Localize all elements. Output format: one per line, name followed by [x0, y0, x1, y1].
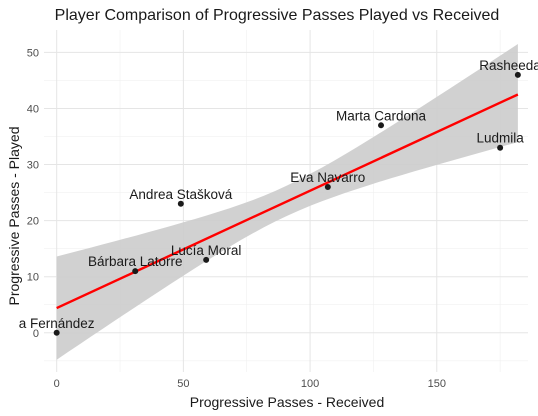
x-axis-title: Progressive Passes - Received	[190, 394, 385, 410]
x-axis-ticks: 0 50 100 150	[54, 378, 446, 390]
data-point	[324, 183, 331, 190]
data-point	[132, 268, 139, 275]
y-tick-label: 20	[27, 216, 39, 228]
data-point	[177, 200, 184, 207]
point-label: Marta Cardona	[336, 108, 427, 123]
point-label: Lucía Moral	[171, 243, 242, 258]
trend-line	[56, 93, 519, 310]
data-point	[497, 144, 504, 151]
y-tick-label: 40	[27, 103, 39, 115]
y-tick-label: 0	[33, 328, 39, 340]
x-tick-label: 100	[301, 378, 319, 390]
point-label: Ludmila	[476, 131, 524, 146]
point-label: a Fernández	[19, 316, 95, 331]
data-point	[203, 256, 210, 263]
y-tick-label: 50	[27, 47, 39, 59]
x-tick-label: 0	[54, 378, 60, 390]
y-tick-label: 10	[27, 272, 39, 284]
y-axis-title: Progressive Passes - Played	[6, 127, 22, 306]
point-labels-layer: Rasheedat A Marta Cardona Ludmila Eva Navar…	[19, 58, 538, 331]
point-label: Bárbara Latorre	[88, 254, 183, 269]
y-tick-label: 30	[27, 160, 39, 172]
trend-line-layer	[56, 93, 519, 310]
point-label: Rasheedat A	[479, 58, 538, 73]
x-tick-label: 150	[428, 378, 446, 390]
chart-title: Player Comparison of Progressive Passes …	[55, 7, 500, 24]
data-point	[514, 71, 521, 78]
data-point	[53, 329, 60, 336]
point-label: Andrea Stašková	[129, 187, 232, 202]
point-label: Eva Navarro	[290, 170, 365, 185]
x-tick-label: 50	[177, 378, 189, 390]
y-axis-ticks: 0 10 20 30 40 50	[27, 47, 39, 339]
points-layer	[53, 71, 521, 336]
data-point	[378, 122, 385, 129]
